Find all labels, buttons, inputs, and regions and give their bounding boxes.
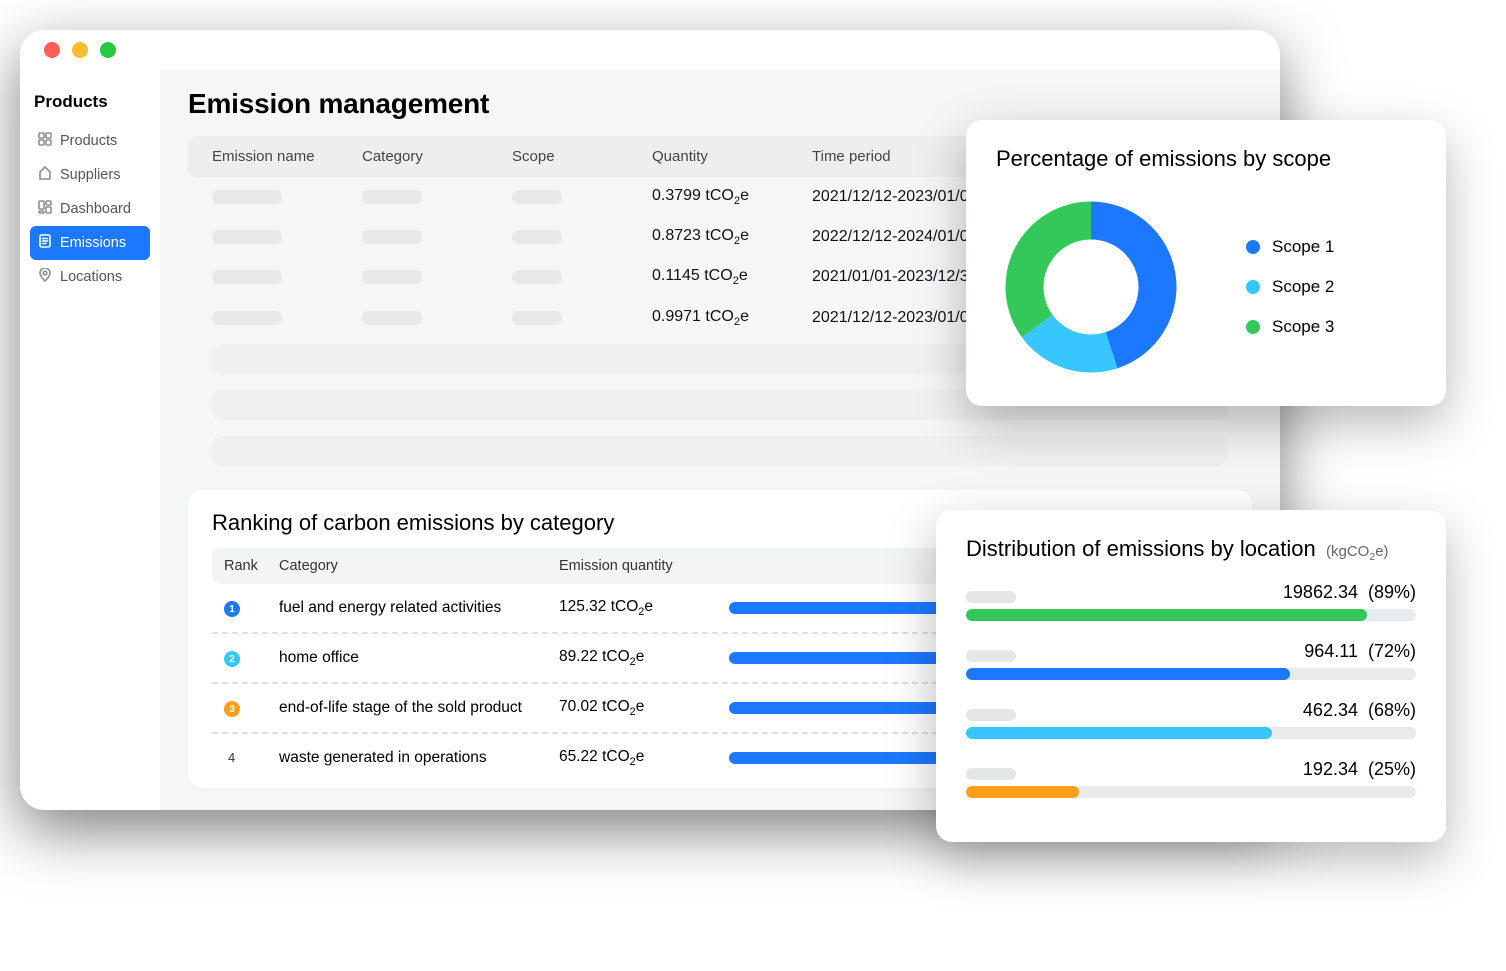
- ranking-category: fuel and energy related activities: [279, 599, 559, 617]
- col-scope: Scope: [512, 148, 652, 165]
- legend-item: Scope 3: [1246, 317, 1334, 337]
- location-value: 964.11 (72%): [1304, 641, 1416, 662]
- legend-label: Scope 2: [1272, 277, 1334, 297]
- placeholder: [362, 230, 422, 244]
- sidebar-item-label: Products: [60, 133, 117, 149]
- scope-legend: Scope 1 Scope 2 Scope 3: [1246, 237, 1334, 337]
- placeholder: [362, 311, 422, 325]
- quantity-value: 0.8723 tCO2e: [652, 227, 812, 247]
- location-bar-track: [966, 668, 1416, 680]
- placeholder: [362, 270, 422, 284]
- location-row: 462.34 (68%): [966, 700, 1416, 739]
- location-row: 964.11 (72%): [966, 641, 1416, 680]
- location-bar-fill: [966, 786, 1079, 798]
- rank-badge: 2: [224, 651, 240, 667]
- window-titlebar: [20, 30, 1280, 70]
- legend-item: Scope 2: [1246, 277, 1334, 297]
- sidebar-item-dashboard[interactable]: Dashboard: [30, 192, 150, 226]
- doc-icon: [38, 234, 52, 252]
- ranking-quantity: 70.02 tCO2e: [559, 698, 729, 718]
- placeholder-row: [212, 436, 1228, 466]
- pin-icon: [38, 268, 52, 286]
- sidebar-item-suppliers[interactable]: Suppliers: [30, 158, 150, 192]
- col-rank: Rank: [224, 558, 279, 574]
- location-row: 19862.34 (89%): [966, 582, 1416, 621]
- location-bar-fill: [966, 609, 1367, 621]
- col-quantity: Quantity: [652, 148, 812, 165]
- placeholder: [966, 591, 1016, 603]
- scope-card: Percentage of emissions by scope Scope 1…: [966, 120, 1446, 406]
- placeholder: [512, 230, 562, 244]
- page-title: Emission management: [188, 88, 1252, 120]
- placeholder: [212, 270, 282, 284]
- placeholder: [212, 190, 282, 204]
- quantity-value: 0.3799 tCO2e: [652, 187, 812, 207]
- sidebar-item-label: Locations: [60, 269, 122, 285]
- sidebar-item-locations[interactable]: Locations: [30, 260, 150, 294]
- ranking-quantity: 125.32 tCO2e: [559, 598, 729, 618]
- scope-card-title: Percentage of emissions by scope: [996, 144, 1416, 174]
- location-row: 192.34 (25%): [966, 759, 1416, 798]
- placeholder: [512, 190, 562, 204]
- legend-label: Scope 1: [1272, 237, 1334, 257]
- legend-dot: [1246, 320, 1260, 334]
- rank-badge: 3: [224, 701, 240, 717]
- ranking-quantity: 89.22 tCO2e: [559, 648, 729, 668]
- window-min-dot[interactable]: [72, 42, 88, 58]
- ranking-quantity: 65.22 tCO2e: [559, 748, 729, 768]
- quantity-value: 0.9971 tCO2e: [652, 308, 812, 328]
- sidebar-title: Products: [34, 92, 146, 112]
- sidebar-item-label: Suppliers: [60, 167, 120, 183]
- location-value: 192.34 (25%): [1303, 759, 1416, 780]
- col-rank-category: Category: [279, 558, 559, 574]
- placeholder: [966, 768, 1016, 780]
- legend-dot: [1246, 240, 1260, 254]
- legend-dot: [1246, 280, 1260, 294]
- location-bar-track: [966, 727, 1416, 739]
- placeholder: [512, 311, 562, 325]
- placeholder: [362, 190, 422, 204]
- ranking-category: end-of-life stage of the sold product: [279, 699, 559, 717]
- col-emission-name: Emission name: [212, 148, 362, 165]
- location-card: Distribution of emissions by location (k…: [936, 510, 1446, 842]
- placeholder: [966, 650, 1016, 662]
- location-bar-track: [966, 609, 1416, 621]
- window-close-dot[interactable]: [44, 42, 60, 58]
- placeholder: [512, 270, 562, 284]
- location-bar-fill: [966, 727, 1272, 739]
- scope-donut-chart: [996, 192, 1186, 382]
- location-card-title: Distribution of emissions by location (k…: [966, 534, 1416, 564]
- home-icon: [38, 166, 52, 184]
- placeholder: [966, 709, 1016, 721]
- sidebar-item-products[interactable]: Products: [30, 124, 150, 158]
- legend-item: Scope 1: [1246, 237, 1334, 257]
- ranking-category: waste generated in operations: [279, 749, 559, 767]
- sidebar: Products Products Suppliers Dashboard Emiss…: [20, 70, 160, 810]
- legend-label: Scope 3: [1272, 317, 1334, 337]
- location-bar-fill: [966, 668, 1290, 680]
- sidebar-item-label: Emissions: [60, 235, 126, 251]
- window-max-dot[interactable]: [100, 42, 116, 58]
- rank-badge: 1: [224, 601, 240, 617]
- sidebar-item-label: Dashboard: [60, 201, 131, 217]
- ranking-category: home office: [279, 649, 559, 667]
- location-value: 462.34 (68%): [1303, 700, 1416, 721]
- location-value: 19862.34 (89%): [1283, 582, 1416, 603]
- col-emission-quantity: Emission quantity: [559, 558, 729, 574]
- placeholder: [212, 311, 282, 325]
- rank-number: 4: [224, 750, 235, 765]
- col-category: Category: [362, 148, 512, 165]
- donut-slice: [1006, 201, 1092, 337]
- placeholder: [212, 230, 282, 244]
- dash-icon: [38, 200, 52, 218]
- location-bar-track: [966, 786, 1416, 798]
- sidebar-item-emissions[interactable]: Emissions: [30, 226, 150, 260]
- quantity-value: 0.1145 tCO2e: [652, 267, 812, 287]
- grid-icon: [38, 132, 52, 150]
